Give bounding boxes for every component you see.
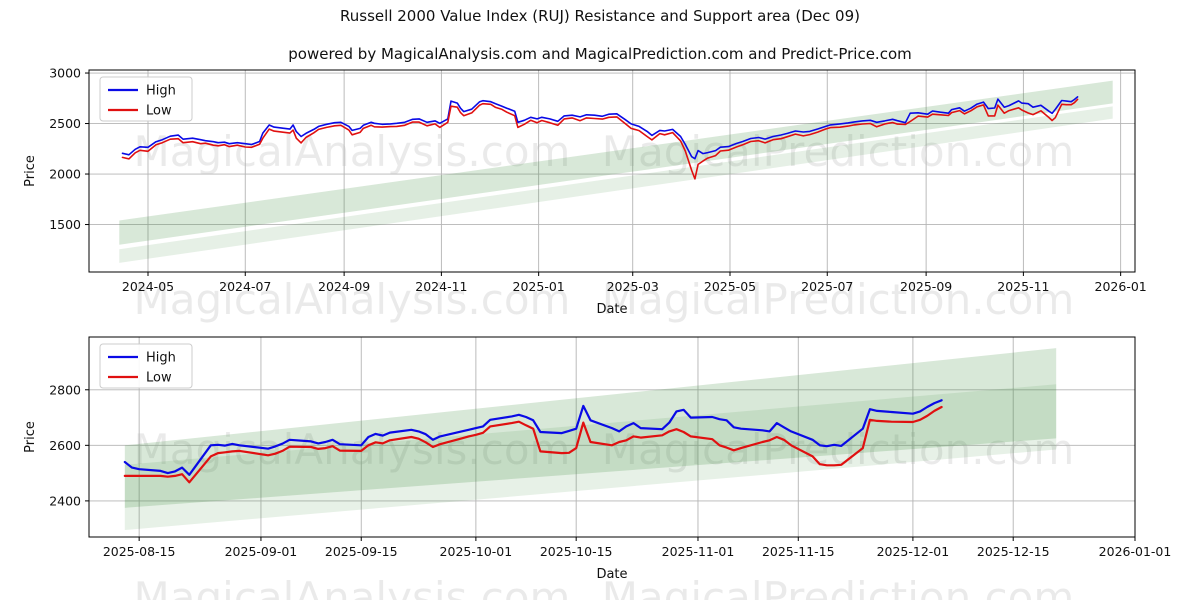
x-tick-label: 2024-09: [318, 279, 370, 294]
price-chart-recent-detail: 2025-08-15 2025-09-01 2025-09-15 2025-10-01…: [23, 336, 1172, 582]
legend: High Low: [99, 76, 193, 122]
x-tick-label: 2025-12-01: [877, 544, 950, 559]
y-tick-label: 1500: [49, 217, 81, 232]
price-chart-full-history: 2024-05 2024-07 2024-09 2024-11 2025-01 2025-…: [23, 66, 1147, 317]
x-tick-label: 2025-05: [704, 279, 756, 294]
x-tick-label: 2025-10-01: [440, 544, 513, 559]
x-tick-label: 2025-12-15: [977, 544, 1050, 559]
legend-label: Low: [146, 104, 172, 119]
y-axis-title: Price: [23, 421, 38, 453]
x-tick-label: 2025-08-15: [103, 544, 176, 559]
support-area: [119, 106, 1113, 263]
watermark-text: MagicalPrediction.com: [602, 275, 1075, 324]
x-tick-label: 2025-03: [607, 279, 659, 294]
y-tick-labels: 1500 2000 2500 3000: [49, 66, 81, 233]
watermark-layer: MagicalAnalysis.com MagicalPrediction.com…: [134, 127, 1075, 600]
axis-ticks: [85, 72, 1122, 276]
y-tick-label: 2500: [49, 116, 81, 131]
legend-label: Low: [146, 371, 172, 386]
watermark-text: MagicalPrediction.com: [602, 573, 1075, 600]
watermark-text: MagicalAnalysis.com: [134, 425, 571, 474]
legend-label: High: [146, 351, 176, 366]
x-tick-label: 2024-11: [415, 279, 467, 294]
x-axis-title: Date: [596, 567, 627, 582]
y-tick-label: 3000: [49, 66, 81, 81]
x-tick-label: 2025-11-01: [662, 544, 735, 559]
axis-ticks: [85, 389, 1136, 541]
x-tick-label: 2025-11: [997, 279, 1049, 294]
resistance-area: [119, 80, 1113, 245]
y-tick-labels: 2400 2600 2800: [49, 382, 81, 508]
high-line: [121, 96, 1079, 160]
legend-label: High: [146, 84, 176, 99]
y-tick-label: 2800: [49, 382, 81, 397]
low-line: [123, 405, 943, 484]
y-axis-title: Price: [23, 155, 38, 187]
high-line: [123, 399, 943, 476]
figure-title: Russell 2000 Value Index (RUJ) Resistanc…: [340, 7, 860, 25]
watermark-text: MagicalAnalysis.com: [134, 275, 571, 324]
legend: High Low: [99, 343, 193, 389]
y-tick-label: 2600: [49, 438, 81, 453]
plot-border: [88, 69, 1136, 273]
low-line: [121, 98, 1079, 180]
x-axis-title: Date: [596, 302, 627, 317]
y-tick-label: 2400: [49, 493, 81, 508]
x-tick-label: 2024-07: [219, 279, 271, 294]
plot-border: [88, 336, 1136, 538]
x-tick-labels: 2025-08-15 2025-09-01 2025-09-15 2025-10-01…: [103, 544, 1172, 559]
x-tick-label: 2025-07: [801, 279, 853, 294]
figure-subtitle: powered by MagicalAnalysis.com and Magic…: [288, 45, 912, 63]
x-tick-label: 2025-09-01: [225, 544, 298, 559]
x-tick-label: 2025-11-15: [762, 544, 835, 559]
support-area: [124, 384, 1057, 531]
grid-lines: [89, 70, 1135, 272]
x-tick-label: 2025-01: [513, 279, 565, 294]
x-tick-label: 2025-10-15: [540, 544, 613, 559]
resistance-area: [124, 348, 1057, 508]
x-tick-labels: 2024-05 2024-07 2024-09 2024-11 2025-01 2025-…: [122, 279, 1147, 294]
x-tick-label: 2026-01: [1095, 279, 1147, 294]
watermark-text: MagicalAnalysis.com: [134, 573, 571, 600]
watermark-text: MagicalPrediction.com: [602, 127, 1075, 176]
x-tick-label: 2025-09-15: [325, 544, 398, 559]
x-tick-label: 2026-01-01: [1099, 544, 1172, 559]
x-tick-label: 2025-09: [900, 279, 952, 294]
x-tick-label: 2024-05: [122, 279, 174, 294]
y-tick-label: 2000: [49, 167, 81, 182]
